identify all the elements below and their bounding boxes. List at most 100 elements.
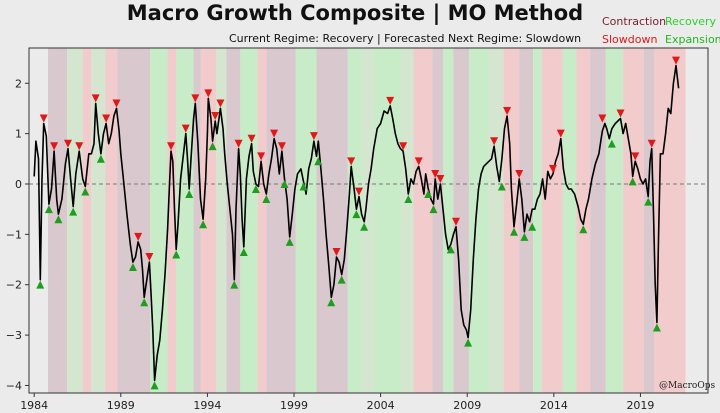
peak-marker [234,139,243,148]
trough-marker [424,190,433,199]
trough-marker [262,195,271,204]
composite-series-line [33,64,680,382]
regime-band-recovery [176,48,194,393]
trough-marker [172,250,181,259]
trough-marker [81,187,90,196]
regime-band-recovery [533,48,542,393]
regime-band-contraction [453,48,469,393]
peak-marker [332,248,341,257]
peak-marker [277,142,286,151]
regime-band-expansion [488,48,504,393]
peak-marker [216,99,225,108]
trough-marker [429,205,438,214]
peak-marker [39,114,48,123]
regime-band-expansion [91,48,106,393]
trough-marker [404,195,413,204]
regime-band-contraction [193,48,201,393]
regime-band-slowdown [167,48,177,393]
peak-marker [490,137,499,146]
peak-marker [399,142,408,151]
peak-marker [598,114,607,123]
x-tick-label: 2019 [626,399,654,412]
trough-marker [239,247,248,256]
peak-marker [515,169,524,178]
trough-marker [280,179,289,188]
regime-band-slowdown [541,48,563,393]
y-tick-label: 0 [15,178,22,191]
peak-marker [270,129,279,138]
peak-marker [671,56,680,65]
regime-band-contraction [117,48,151,393]
trough-marker [644,197,653,206]
x-tick-label: 2014 [540,399,568,412]
trough-marker [360,222,369,231]
peak-marker [211,112,220,121]
legend-expansion: Expansion [665,33,720,46]
trough-marker [285,237,294,246]
peak-marker [414,157,423,166]
trough-marker [446,245,455,254]
regime-band-contraction [316,48,348,393]
peak-marker [102,114,111,123]
regime-band-contraction [226,48,241,393]
trough-marker [327,298,336,307]
peak-marker [503,106,512,115]
y-tick-label: 1 [15,128,22,141]
x-tick-label: 2004 [367,399,395,412]
y-tick-label: −1 [6,228,22,241]
trough-marker [44,205,53,214]
peak-marker [191,94,200,103]
peak-marker [347,157,356,166]
regime-band-slowdown [623,48,644,393]
peak-marker [91,94,100,103]
peak-marker [134,232,143,241]
trough-marker [299,182,308,191]
regime-band-expansion [401,48,414,393]
legend-recovery: Recovery [665,15,717,28]
trough-marker [150,381,159,390]
trough-marker [520,232,529,241]
regime-band-expansion [361,48,374,393]
x-axis: 1984 1989 1994 1999 2004 2009 2014 2019 [20,393,654,412]
trough-marker [607,139,616,148]
peak-marker [204,89,213,98]
peak-marker [556,129,565,138]
peak-marker [145,253,154,262]
legend-slowdown: Slowdown [602,33,658,46]
trough-marker [314,157,323,166]
trough-marker [337,275,346,284]
regime-bands [29,48,708,393]
peak-marker [247,134,256,143]
peak-marker [257,152,266,161]
watermark: @MacroOps [659,381,716,391]
regime-band-contraction [590,48,606,393]
regime-band-recovery [468,48,489,393]
regime-band-recovery [605,48,624,393]
trough-marker [579,225,588,234]
x-tick-label: 2009 [453,399,481,412]
legend-contraction: Contraction [602,15,667,28]
trough-marker [352,210,361,219]
trough-marker [69,207,78,216]
series-layer [33,64,680,382]
regime-band-expansion [216,48,227,393]
turning-point-markers [36,56,680,390]
peak-marker [631,152,640,161]
regime-band-contraction [432,48,443,393]
peak-marker [75,142,84,151]
peak-marker [431,169,440,178]
chart-subtitle: Current Regime: Recovery | Forecasted Ne… [229,32,582,45]
peak-marker [436,174,445,183]
regime-band-slowdown [82,48,92,393]
regime-band-recovery [240,48,258,393]
peak-marker [354,187,363,196]
regime-band-recovery [562,48,577,393]
y-tick-label: −2 [6,279,22,292]
trough-marker [199,220,208,229]
regime-band-contraction [643,48,655,393]
peak-marker [386,96,395,105]
trough-marker [251,184,260,193]
trough-marker [36,280,45,289]
x-tick-label: 1994 [193,399,221,412]
x-tick-label: 1984 [20,399,48,412]
